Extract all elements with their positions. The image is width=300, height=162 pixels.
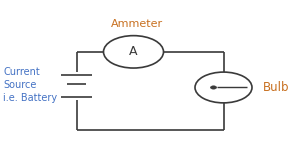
Text: Current
Source
i.e. Battery: Current Source i.e. Battery <box>3 67 57 103</box>
Circle shape <box>211 86 217 89</box>
Text: Ammeter: Ammeter <box>110 19 163 29</box>
Text: Bulb: Bulb <box>262 81 289 94</box>
Text: A: A <box>129 45 138 58</box>
